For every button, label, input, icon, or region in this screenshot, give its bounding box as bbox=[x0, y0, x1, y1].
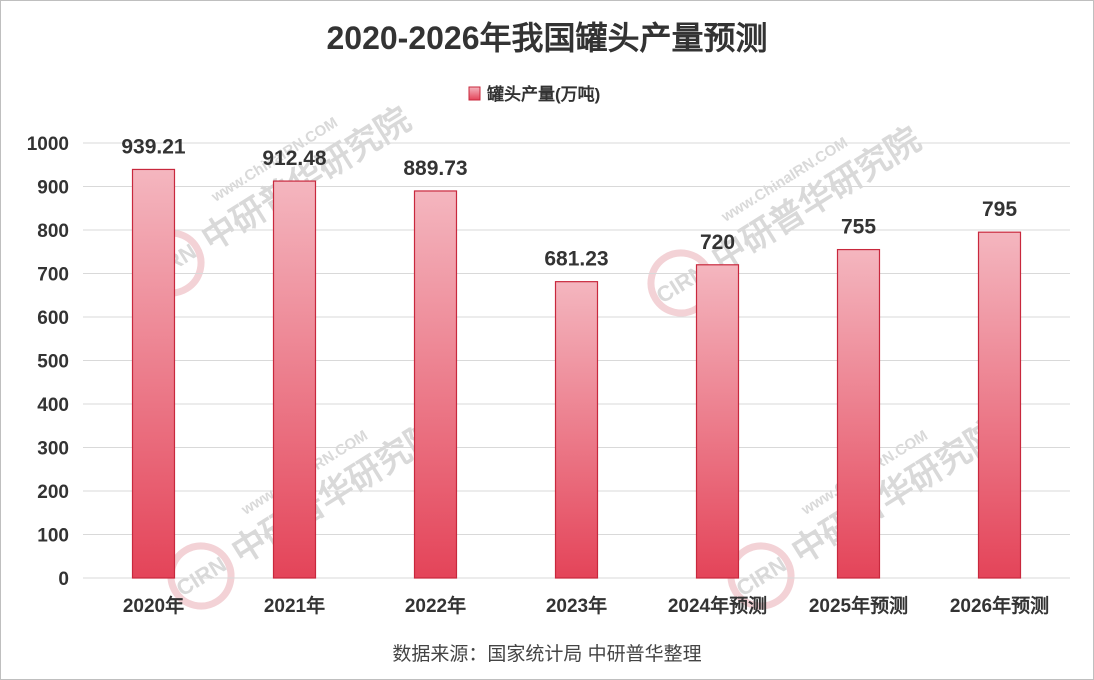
data-label: 755 bbox=[841, 216, 876, 239]
bar-2024年预测 bbox=[695, 264, 740, 579]
legend-label: 罐头产量(万吨) bbox=[486, 84, 600, 104]
y-tick-label: 400 bbox=[37, 395, 69, 416]
legend: 罐头产量(万吨) bbox=[468, 84, 600, 104]
bar-2022年 bbox=[413, 190, 458, 579]
y-tick-label: 900 bbox=[37, 178, 69, 199]
bar-2023年 bbox=[554, 281, 599, 579]
data-labels: 939.21 912.48 889.73 681.23 720 755 795 bbox=[121, 135, 1017, 270]
x-tick-label: 2026年预测 bbox=[950, 594, 1049, 617]
y-tick-label: 800 bbox=[37, 221, 69, 242]
x-tick-label: 2021年 bbox=[264, 594, 325, 617]
x-tick-label: 2024年预测 bbox=[668, 594, 767, 617]
data-label: 795 bbox=[982, 198, 1017, 221]
bar-2026年预测 bbox=[977, 231, 1022, 579]
x-tick-label: 2023年 bbox=[546, 594, 607, 617]
x-tick-label: 2020年 bbox=[123, 594, 184, 617]
legend-swatch bbox=[468, 86, 481, 101]
watermark-logo-ring bbox=[727, 542, 795, 610]
data-label: 939.21 bbox=[121, 135, 186, 158]
y-tick-label: 1000 bbox=[27, 134, 69, 155]
source-note: 数据来源：国家统计局 中研普华整理 bbox=[392, 643, 701, 665]
y-tick-label: 0 bbox=[58, 569, 69, 590]
y-tick-label: 700 bbox=[37, 265, 69, 286]
bar-2021年 bbox=[272, 180, 317, 579]
y-tick-label: 500 bbox=[37, 352, 69, 373]
data-label: 912.48 bbox=[262, 147, 327, 170]
bar-2020年 bbox=[131, 168, 176, 579]
data-label: 720 bbox=[700, 231, 735, 254]
bars bbox=[131, 168, 1022, 579]
y-tick-label: 300 bbox=[37, 439, 69, 460]
y-tick-label: 100 bbox=[37, 526, 69, 547]
y-tick-label: 600 bbox=[37, 308, 69, 329]
bar-2025年预测 bbox=[836, 248, 881, 579]
x-tick-label: 2025年预测 bbox=[809, 594, 908, 617]
data-label: 889.73 bbox=[403, 157, 467, 180]
data-label: 681.23 bbox=[544, 248, 608, 271]
chart-title: 2020-2026年我国罐头产量预测 bbox=[326, 20, 767, 56]
x-axis: 2020年 2021年 2022年 2023年 2024年预测 2025年预测 2026年预… bbox=[123, 594, 1049, 617]
y-tick-label: 200 bbox=[37, 482, 69, 503]
y-axis: 0 100 200 300 400 500 600 700 800 900 1000 bbox=[27, 134, 69, 590]
x-tick-label: 2022年 bbox=[405, 594, 466, 617]
watermark-logo-ring bbox=[167, 542, 235, 610]
